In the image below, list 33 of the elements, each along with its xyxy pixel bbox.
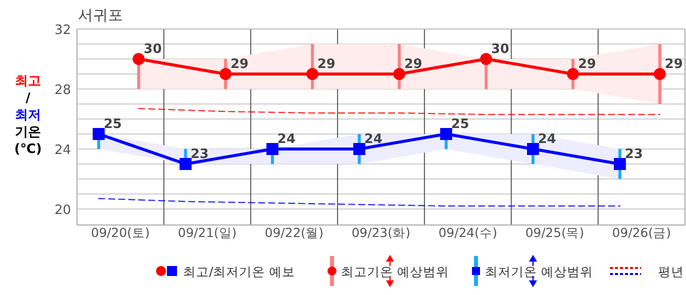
y-tick-label: 24 — [54, 143, 71, 158]
data-label: 24 — [364, 132, 382, 147]
y-axis-title: 최고 / 최저 기온 (℃) — [14, 74, 42, 157]
line-series — [138, 108, 660, 116]
data-label: 24 — [277, 132, 296, 147]
data-label: 29 — [664, 57, 683, 72]
data-label: 23 — [624, 147, 643, 162]
x-tick-label: 09/26(금) — [612, 225, 671, 240]
data-label: 29 — [317, 57, 336, 72]
data-label: 29 — [230, 57, 249, 72]
x-tick-label: 09/20(토) — [91, 225, 150, 240]
x-tick-label: 09/22(월) — [264, 225, 324, 240]
data-label: 24 — [538, 132, 556, 147]
text: 최고기온 예상범위 — [341, 264, 449, 279]
data-label: 29 — [578, 57, 596, 72]
y-tick-label: 28 — [54, 83, 71, 98]
text: 최저기온 예상범위 — [485, 264, 593, 279]
data-label: 25 — [104, 117, 122, 132]
legend-label: 최고/최저기온 예보 — [183, 264, 296, 279]
x-tick-label: 09/25(목) — [525, 225, 584, 240]
data-label: 29 — [404, 57, 422, 72]
line-series — [98, 198, 620, 207]
chart-title: 서귀포 — [78, 6, 123, 24]
x-tick-label: 09/23(화) — [352, 225, 410, 240]
y-tick-label: 20 — [54, 203, 71, 218]
data-label: 30 — [491, 42, 510, 57]
x-tick-label: 09/24(수) — [438, 225, 498, 240]
x-tick-label: 09/21(일) — [178, 225, 237, 240]
y-tick-label: 32 — [54, 23, 71, 38]
data-label: 23 — [190, 147, 209, 162]
data-label: 30 — [144, 42, 162, 57]
legend-label: 평년 — [658, 264, 684, 279]
data-label: 25 — [451, 117, 470, 132]
